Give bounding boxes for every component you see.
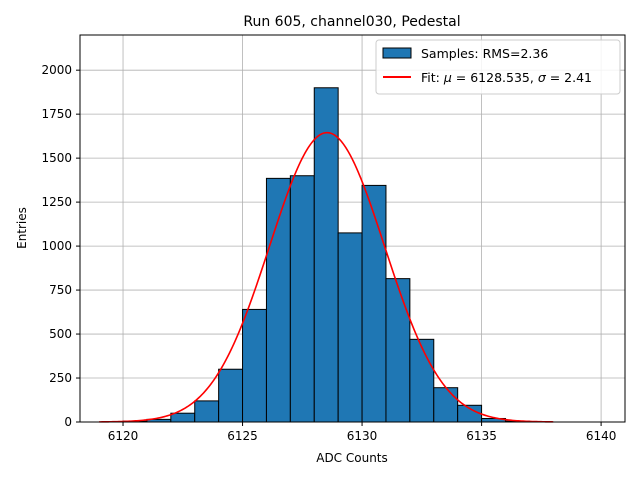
y-tick-label: 1250 bbox=[41, 195, 72, 209]
y-tick-label: 500 bbox=[49, 327, 72, 341]
histogram-bar bbox=[313, 87, 339, 423]
x-tick-label: 6130 bbox=[347, 429, 378, 443]
legend-box bbox=[375, 39, 621, 95]
x-tick-label: 6120 bbox=[108, 429, 139, 443]
histogram-bar bbox=[218, 368, 244, 423]
y-tick-label: 2000 bbox=[41, 63, 72, 77]
histogram-bar bbox=[337, 232, 363, 423]
y-tick-label: 1750 bbox=[41, 107, 72, 121]
x-tick-label: 6140 bbox=[586, 429, 617, 443]
legend-fit-prefix: Fit: bbox=[421, 70, 444, 85]
x-axis-ticks: 6120 6125 6130 6135 6140 bbox=[108, 422, 617, 443]
histogram-bar bbox=[409, 338, 435, 423]
chart-title: Run 605, channel030, Pedestal bbox=[243, 14, 460, 30]
histogram-bar bbox=[361, 184, 387, 423]
plot-frame bbox=[79, 34, 626, 423]
y-axis-ticks: 0 250 500 750 1000 1250 1500 1750 2000 bbox=[41, 63, 80, 429]
histogram-bar bbox=[385, 278, 411, 423]
legend-mu-symbol: μ bbox=[443, 70, 452, 85]
y-tick-label: 0 bbox=[64, 415, 72, 429]
histogram-bar bbox=[194, 400, 220, 423]
x-tick-label: 6125 bbox=[227, 429, 258, 443]
x-axis-label: ADC Counts bbox=[316, 451, 388, 465]
y-tick-label: 750 bbox=[49, 283, 72, 297]
y-tick-label: 1000 bbox=[41, 239, 72, 253]
legend-sigma-value: = 2.41 bbox=[546, 70, 592, 85]
fit-curve bbox=[99, 131, 554, 423]
x-tick-label: 6135 bbox=[466, 429, 497, 443]
histogram-bar bbox=[170, 412, 196, 423]
histogram-bar bbox=[433, 387, 459, 423]
legend-fit-label: Fit: μ = 6128.535, σ = 2.41 bbox=[421, 70, 592, 85]
histogram-bars bbox=[122, 87, 530, 423]
legend: Samples: RMS=2.36 Fit: μ = 6128.535, σ =… bbox=[375, 39, 621, 95]
legend-histogram-label: Samples: RMS=2.36 bbox=[421, 46, 548, 61]
histogram-bar bbox=[242, 308, 267, 423]
y-tick-label: 1500 bbox=[41, 151, 72, 165]
y-tick-label: 250 bbox=[49, 371, 72, 385]
y-axis-label: Entries bbox=[15, 207, 29, 249]
legend-mu-value: = 6128.535, bbox=[452, 70, 538, 85]
fit-curve-group bbox=[99, 131, 554, 423]
legend-histogram-swatch bbox=[382, 47, 412, 59]
histogram-bar bbox=[265, 177, 291, 423]
legend-sigma-symbol: σ bbox=[538, 70, 547, 85]
histogram-bar bbox=[289, 175, 315, 423]
